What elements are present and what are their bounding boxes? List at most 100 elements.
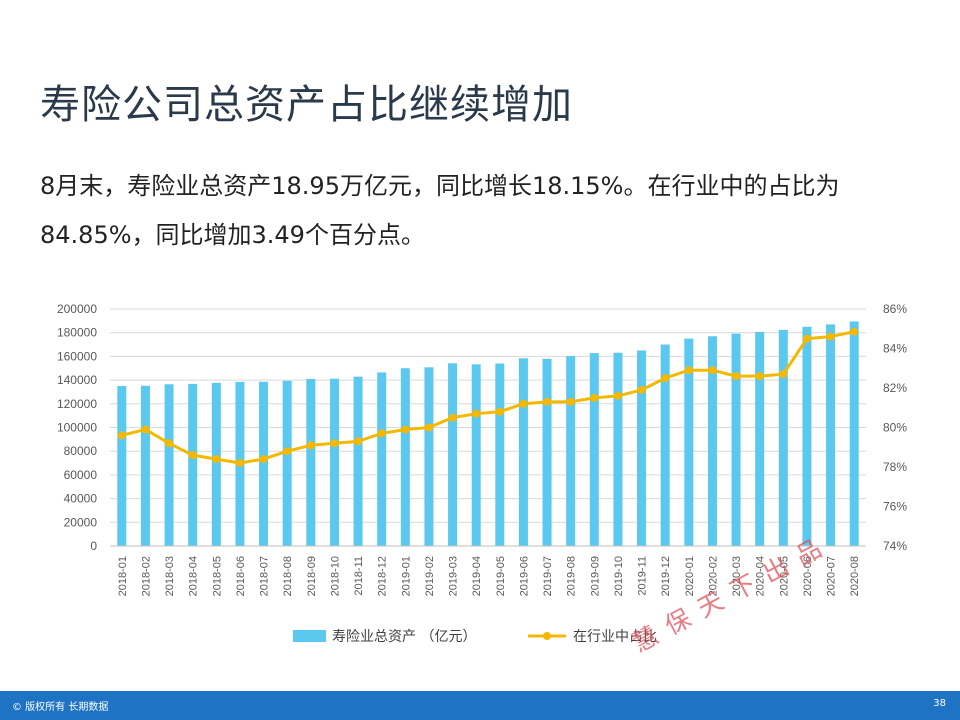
line-point xyxy=(637,385,646,394)
bar xyxy=(802,326,812,546)
bar xyxy=(826,324,836,546)
line-point xyxy=(401,425,410,434)
x-tick-label: 2019-11 xyxy=(637,556,649,596)
line-point xyxy=(826,332,835,341)
y-left-tick-label: 100000 xyxy=(57,421,97,435)
bar xyxy=(566,356,576,546)
x-tick-label: 2019-08 xyxy=(566,556,578,596)
y-right-tick-label: 74% xyxy=(883,539,907,553)
x-tick-label: 2020-04 xyxy=(755,556,767,596)
y-left-tick-label: 80000 xyxy=(64,444,98,458)
copyright-text: © 版权所有 长期数据 xyxy=(12,702,109,713)
line-point xyxy=(259,455,268,464)
line-point xyxy=(850,327,859,336)
y-left-tick-label: 140000 xyxy=(57,373,97,387)
bar xyxy=(424,367,434,546)
bar xyxy=(140,385,150,546)
line-point xyxy=(235,459,244,468)
bar xyxy=(518,358,528,546)
y-left-tick-label: 200000 xyxy=(57,302,97,316)
bar xyxy=(329,378,339,546)
line-point xyxy=(543,397,552,406)
bar xyxy=(259,381,269,546)
bar xyxy=(637,350,647,546)
line-point xyxy=(448,413,457,422)
legend-swatch-bar xyxy=(293,630,326,642)
bar xyxy=(731,333,741,546)
summary-text: 8月末，寿险业总资产18.95万亿元，同比增长18.15%。在行业中的占比为84… xyxy=(40,172,840,249)
line-point xyxy=(424,423,433,432)
y-right-tick-label: 80% xyxy=(883,421,907,435)
y-right-tick-label: 82% xyxy=(883,381,907,395)
x-tick-label: 2020-07 xyxy=(826,556,838,596)
x-tick-label: 2018-05 xyxy=(211,556,223,596)
x-tick-label: 2018-12 xyxy=(377,556,389,596)
bar xyxy=(471,364,481,546)
x-tick-label: 2020-03 xyxy=(731,556,743,596)
line-point xyxy=(779,370,788,379)
y-left-tick-label: 160000 xyxy=(57,349,97,363)
bar xyxy=(495,363,505,546)
line-point xyxy=(755,372,764,381)
x-tick-label: 2019-10 xyxy=(613,556,625,596)
x-tick-label: 2018-01 xyxy=(117,556,129,596)
x-tick-label: 2019-03 xyxy=(448,556,460,596)
line-point xyxy=(377,429,386,438)
bar xyxy=(282,380,292,546)
x-tick-label: 2020-05 xyxy=(778,556,790,596)
x-tick-label: 2020-08 xyxy=(849,556,861,596)
bar xyxy=(755,331,765,546)
y-left-tick-label: 40000 xyxy=(64,492,98,506)
bar xyxy=(188,383,198,546)
x-tick-label: 2019-07 xyxy=(542,556,554,596)
line-point xyxy=(708,366,717,375)
line-point xyxy=(732,372,741,381)
line-point xyxy=(661,374,670,383)
x-tick-label: 2018-04 xyxy=(188,556,200,596)
line-point xyxy=(684,366,693,375)
x-tick-label: 2019-05 xyxy=(495,556,507,596)
bar xyxy=(306,378,316,546)
bar xyxy=(542,358,552,546)
x-tick-label: 2018-06 xyxy=(235,556,247,596)
bar xyxy=(613,352,623,546)
footer-bar: © 版权所有 长期数据 38 xyxy=(0,691,960,720)
bar xyxy=(660,344,670,546)
x-tick-label: 2018-08 xyxy=(282,556,294,596)
line-point xyxy=(283,447,292,456)
x-tick-label: 2020-02 xyxy=(707,556,719,596)
line-point xyxy=(188,451,197,460)
x-tick-label: 2018-11 xyxy=(353,556,365,596)
line-point xyxy=(141,425,150,434)
series-line xyxy=(121,330,855,465)
y-left-tick-label: 0 xyxy=(90,539,97,553)
y-right-tick-label: 78% xyxy=(883,460,907,474)
bar xyxy=(684,338,694,546)
y-left-tick-label: 180000 xyxy=(57,326,97,340)
x-tick-label: 2019-12 xyxy=(660,556,672,596)
bar xyxy=(211,382,221,546)
x-tick-label: 2019-01 xyxy=(400,556,412,596)
x-tick-label: 2018-09 xyxy=(306,556,318,596)
line-point xyxy=(590,393,599,402)
x-tick-label: 2018-10 xyxy=(329,556,341,596)
line-point xyxy=(117,431,126,440)
bar xyxy=(448,363,458,546)
y-left-tick-label: 20000 xyxy=(64,515,98,529)
bar xyxy=(589,353,599,546)
bar xyxy=(400,368,410,546)
line-point xyxy=(802,334,811,343)
x-tick-label: 2018-03 xyxy=(164,556,176,596)
line-point xyxy=(212,455,221,464)
legend-label-line: 在行业中占比 xyxy=(573,629,657,645)
legend-label-bar: 寿险业总资产 （亿元） xyxy=(332,628,476,645)
legend-swatch-point xyxy=(543,632,551,640)
page-title: 寿险公司总资产占比继续增加 xyxy=(40,82,573,128)
x-tick-label: 2019-06 xyxy=(518,556,530,596)
line-point xyxy=(354,437,363,446)
x-tick-label: 2018-07 xyxy=(259,556,271,596)
line-point xyxy=(613,391,622,400)
x-tick-label: 2019-09 xyxy=(589,556,601,596)
x-tick-label: 2020-01 xyxy=(684,556,696,596)
bar xyxy=(707,336,717,546)
